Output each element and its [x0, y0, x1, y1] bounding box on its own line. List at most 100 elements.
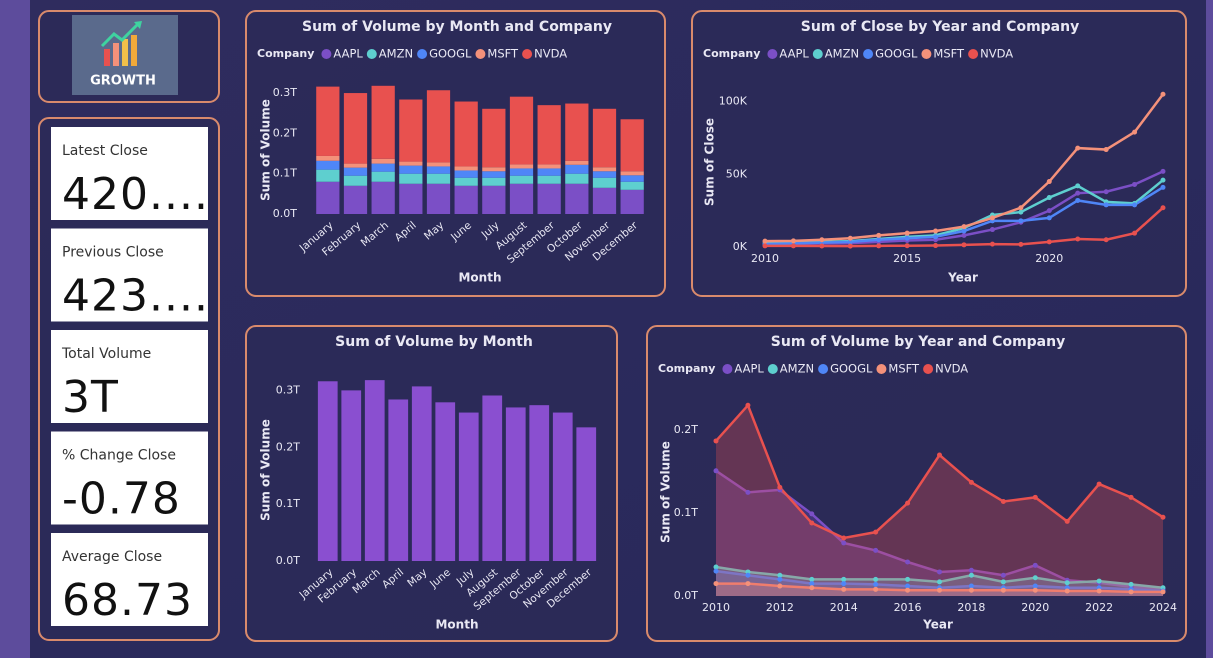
bar: [482, 395, 503, 561]
bar-segment: [316, 160, 340, 170]
legend-marker: [876, 364, 887, 374]
point: [809, 576, 815, 582]
point: [1046, 239, 1052, 245]
logo-bar: [104, 49, 110, 66]
bar-segment: [371, 171, 395, 182]
logo-bar: [113, 43, 119, 66]
point: [905, 587, 911, 593]
bar-segment: [316, 181, 340, 214]
legend-marker: [812, 49, 823, 59]
bar: [576, 427, 597, 561]
bar-segment: [371, 163, 395, 172]
legend-label: NVDA: [980, 47, 1013, 61]
point: [1075, 145, 1081, 151]
point: [1160, 514, 1166, 520]
point: [873, 547, 879, 553]
y-tick-label: 0.1T: [674, 506, 698, 519]
bar-segment: [426, 162, 451, 167]
point: [968, 567, 974, 573]
point: [1000, 579, 1006, 585]
side-strip: [1206, 0, 1213, 658]
kpi-card: [51, 330, 208, 423]
logo: GROWTH: [72, 15, 178, 95]
x-tick-label: 2020: [1035, 252, 1063, 265]
point: [968, 479, 974, 485]
point: [745, 572, 751, 578]
point: [1000, 498, 1006, 504]
legend-marker: [863, 49, 874, 59]
chart-panel: [691, 10, 1187, 297]
kpi-value: 420....: [62, 169, 209, 220]
bar-segment: [399, 161, 423, 166]
point: [1160, 177, 1166, 183]
y-tick-label: 0.3T: [276, 383, 300, 396]
point: [1064, 580, 1070, 586]
chart-title: Sum of Volume by Month: [335, 334, 533, 350]
legend-marker: [923, 364, 934, 374]
point: [777, 484, 783, 490]
legend-marker: [767, 364, 778, 374]
legend-marker: [722, 364, 733, 374]
point: [961, 224, 967, 230]
point: [1096, 578, 1102, 584]
point: [1000, 572, 1006, 578]
point: [1032, 583, 1038, 589]
area: [716, 470, 1163, 596]
y-tick-label: 50K: [726, 167, 748, 180]
bar-segment: [454, 177, 478, 186]
legend-label: AMZN: [780, 362, 814, 376]
point: [1132, 230, 1138, 236]
bar: [364, 380, 385, 561]
legend-marker: [921, 49, 932, 59]
point: [1128, 494, 1134, 500]
point: [989, 241, 995, 247]
legend-marker: [767, 49, 778, 59]
point: [968, 587, 974, 593]
chart-title: Sum of Volume by Month and Company: [302, 19, 612, 35]
bar-segment: [316, 86, 340, 156]
bar-segment: [426, 166, 451, 174]
point: [1000, 587, 1006, 593]
kpi-card: [51, 431, 208, 525]
point: [713, 568, 719, 574]
point: [790, 243, 796, 249]
y-tick-label: 0.0T: [273, 207, 297, 220]
bar-segment: [454, 101, 478, 167]
point: [713, 581, 719, 587]
point: [873, 581, 879, 587]
point: [1064, 518, 1070, 524]
point: [1132, 181, 1138, 187]
y-tick-label: 0.3T: [273, 86, 297, 99]
kpi-card: [51, 228, 208, 322]
bar: [411, 386, 432, 561]
legend-label: NVDA: [534, 47, 567, 61]
bar-segment: [565, 160, 589, 165]
y-tick-label: 0K: [733, 240, 748, 253]
bar-segment: [509, 175, 534, 184]
bar-segment: [482, 185, 506, 214]
bar: [458, 412, 479, 561]
point: [841, 576, 847, 582]
point: [819, 237, 825, 243]
point: [762, 238, 768, 244]
bar-segment: [316, 169, 340, 182]
kpi-label: Total Volume: [61, 346, 151, 362]
point: [968, 572, 974, 578]
x-tick-label: 2012: [766, 601, 794, 614]
point: [961, 232, 967, 238]
y-axis-title: Sum of Volume: [259, 419, 273, 521]
point: [937, 452, 942, 458]
point: [713, 564, 719, 570]
legend-label: AMZN: [825, 47, 859, 61]
logo-text: GROWTH: [90, 74, 156, 89]
point: [989, 215, 995, 221]
point: [933, 243, 939, 249]
legend-label: GOOGL: [830, 362, 873, 376]
bar: [529, 405, 550, 561]
bar-segment: [482, 177, 506, 186]
kpi-value: 423....: [62, 271, 209, 322]
point: [905, 576, 911, 582]
legend-marker: [417, 49, 428, 59]
chart-title: Sum of Volume by Year and Company: [771, 334, 1065, 350]
